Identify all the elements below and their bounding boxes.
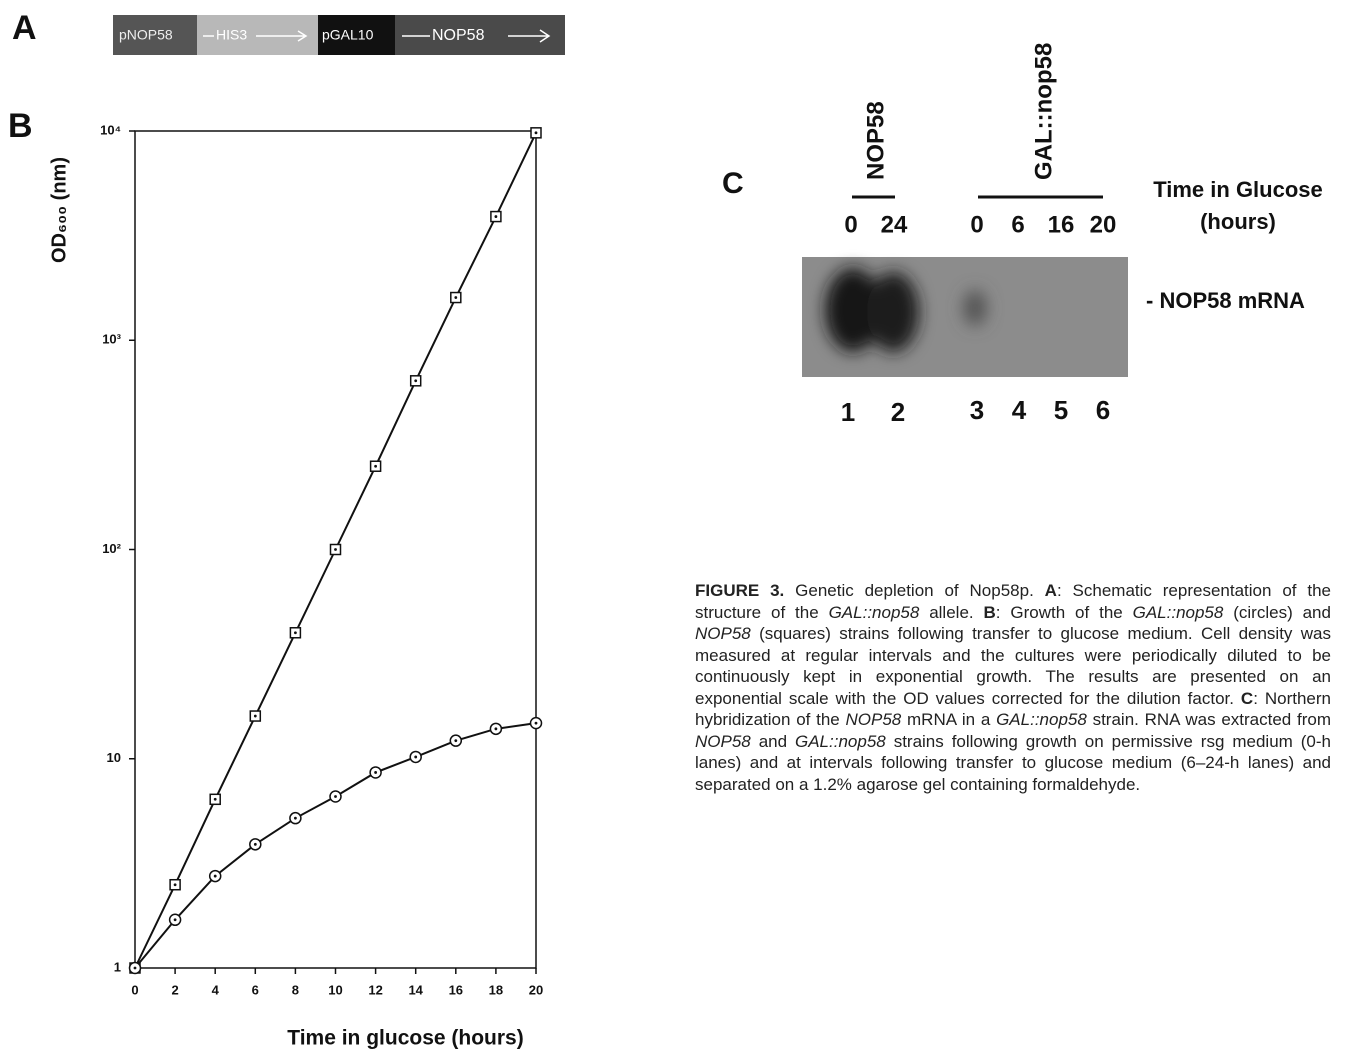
x-tick-label: 2 bbox=[171, 982, 178, 997]
caption-run: (squares) strains following transfer to … bbox=[695, 624, 1331, 708]
marker-dot bbox=[374, 771, 377, 774]
x-tick-label: 0 bbox=[131, 982, 138, 997]
group-label: GAL::nop58 bbox=[1030, 43, 1057, 180]
axis-note: (hours) bbox=[1200, 209, 1276, 234]
axis-note: Time in Glucose bbox=[1153, 177, 1323, 202]
time-label: 0 bbox=[970, 211, 983, 238]
y-tick-label: 10³ bbox=[102, 332, 121, 347]
caption-run: GAL::nop58 bbox=[1133, 603, 1224, 622]
chart: 1 10 10² 10³ 10⁴ 0 2 4 6 8 10 12 14 16 18 20 Time in glu… bbox=[48, 122, 543, 1049]
x-tick-label: 4 bbox=[212, 982, 220, 997]
marker-dot bbox=[535, 131, 538, 134]
x-axis-label: Time in glucose (hours) bbox=[287, 1027, 523, 1050]
y-tick-label: 1 bbox=[114, 959, 121, 974]
marker-dot bbox=[214, 875, 217, 878]
marker-dot bbox=[414, 756, 417, 759]
caption-run: FIGURE 3. bbox=[695, 581, 784, 600]
caption-run: and bbox=[751, 732, 795, 751]
caption-run: NOP58 bbox=[695, 624, 751, 643]
schematic-text: HIS3 bbox=[216, 27, 247, 43]
caption-run: strain. RNA was extracted from bbox=[1087, 710, 1331, 729]
y-tick-label: 10 bbox=[107, 750, 121, 765]
caption-run: NOP58 bbox=[846, 710, 902, 729]
schematic-text: NOP58 bbox=[432, 27, 485, 44]
time-label: 16 bbox=[1048, 211, 1075, 238]
marker-dot bbox=[214, 798, 217, 801]
marker-dot bbox=[454, 296, 457, 299]
y-axis-label: OD₆₀₀ (nm) bbox=[48, 157, 70, 263]
caption-run: GAL::nop58 bbox=[829, 603, 920, 622]
marker-dot bbox=[294, 631, 297, 634]
marker-dot bbox=[174, 918, 177, 921]
x-tick-label: 12 bbox=[368, 982, 382, 997]
caption-run: C bbox=[1241, 689, 1253, 708]
lane-number: 6 bbox=[1096, 395, 1110, 425]
lane-number: 1 bbox=[841, 397, 855, 427]
x-tick-label: 16 bbox=[449, 982, 463, 997]
lane-number: 3 bbox=[970, 395, 984, 425]
time-label: 6 bbox=[1011, 211, 1024, 238]
caption-run: A bbox=[1045, 581, 1057, 600]
group-label: NOP58 bbox=[862, 101, 889, 180]
caption-run: Genetic depletion of Nop58p. bbox=[784, 581, 1044, 600]
lane-number: 4 bbox=[1012, 395, 1027, 425]
marker-dot bbox=[334, 795, 337, 798]
x-tick-label: 20 bbox=[529, 982, 543, 997]
schematic-text: pNOP58 bbox=[119, 27, 173, 43]
lane-number: 5 bbox=[1054, 395, 1068, 425]
caption-run: GAL::nop58 bbox=[996, 710, 1087, 729]
y-tick-label: 10² bbox=[102, 541, 121, 556]
time-label: 0 bbox=[844, 211, 857, 238]
panel-label: B bbox=[8, 107, 33, 145]
lane-number: 2 bbox=[891, 397, 905, 427]
x-tick-label: 18 bbox=[489, 982, 503, 997]
band bbox=[963, 290, 987, 326]
caption-run: mRNA in a bbox=[901, 710, 996, 729]
marker-dot bbox=[294, 817, 297, 820]
series-line bbox=[135, 723, 536, 968]
marker-dot bbox=[374, 465, 377, 468]
x-tick-label: 8 bbox=[292, 982, 299, 997]
caption-run: allele. bbox=[919, 603, 983, 622]
caption-run: B bbox=[984, 603, 996, 622]
x-tick-label: 6 bbox=[252, 982, 259, 997]
marker-dot bbox=[414, 379, 417, 382]
marker-dot bbox=[334, 548, 337, 551]
x-tick-label: 10 bbox=[328, 982, 342, 997]
panel-label: C bbox=[722, 167, 744, 200]
marker-dot bbox=[254, 715, 257, 718]
time-label: 24 bbox=[881, 211, 908, 238]
band-label: - NOP58 mRNA bbox=[1146, 288, 1305, 313]
band bbox=[867, 272, 919, 352]
caption-run: : Growth of the bbox=[996, 603, 1133, 622]
caption-run: NOP58 bbox=[695, 732, 751, 751]
figure: A pNOP58 HIS3 pGAL10 NOP58 B 11010²10³10… bbox=[0, 0, 1348, 1051]
panel-label: A bbox=[12, 9, 37, 47]
page: { "panel_a": {"label": "A", "segments": … bbox=[0, 0, 1348, 1051]
marker-dot bbox=[535, 722, 538, 725]
x-tick-label: 14 bbox=[408, 982, 423, 997]
marker-dot bbox=[495, 215, 498, 218]
caption: FIGURE 3. Genetic depletion of Nop58p. A… bbox=[695, 580, 1331, 795]
schematic-text: pGAL10 bbox=[322, 27, 374, 43]
marker-dot bbox=[254, 843, 257, 846]
marker-dot bbox=[174, 883, 177, 886]
marker-dot bbox=[134, 967, 137, 970]
marker-dot bbox=[454, 739, 457, 742]
marker-dot bbox=[495, 727, 498, 730]
time-label: 20 bbox=[1090, 211, 1117, 238]
caption-run: (circles) and bbox=[1223, 603, 1331, 622]
caption-run: GAL::nop58 bbox=[795, 732, 886, 751]
y-tick-label: 10⁴ bbox=[100, 122, 121, 137]
